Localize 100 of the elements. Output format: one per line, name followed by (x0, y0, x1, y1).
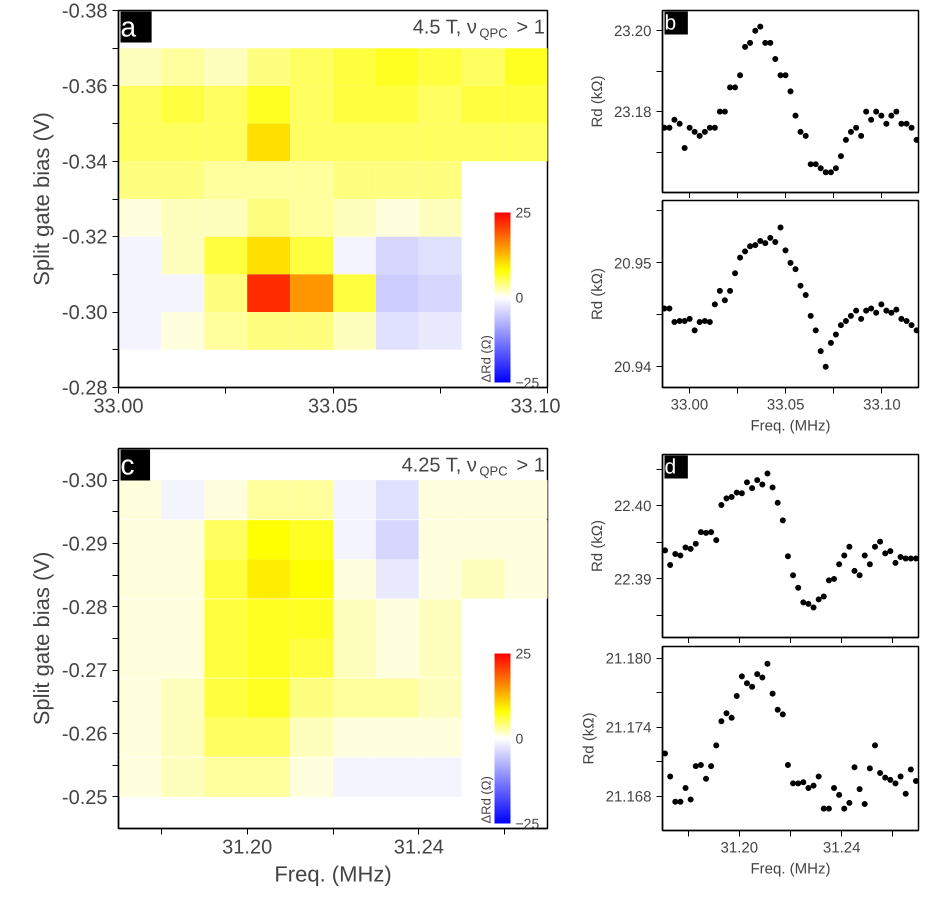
point (883, 308, 890, 314)
point (838, 322, 844, 328)
point (810, 604, 817, 610)
point (692, 327, 698, 334)
point (852, 568, 858, 574)
point (696, 319, 703, 326)
point (882, 550, 888, 556)
point (798, 128, 804, 135)
point (682, 318, 688, 324)
point (732, 84, 738, 90)
point (820, 594, 827, 600)
y-tick-label: -0.38 (62, 0, 108, 22)
point (692, 128, 698, 135)
point (666, 124, 672, 131)
point (842, 318, 849, 324)
point (780, 711, 786, 718)
point (802, 132, 809, 139)
point (713, 537, 720, 544)
point (873, 108, 880, 115)
point (853, 308, 860, 314)
point (878, 112, 884, 119)
point (774, 706, 781, 713)
point (816, 596, 822, 602)
chart-title: d (664, 456, 676, 478)
x-tick-label: 33.00 (670, 396, 708, 414)
point (892, 560, 898, 566)
point (718, 718, 724, 724)
point (898, 120, 904, 127)
point (912, 555, 918, 562)
point (667, 562, 674, 568)
point (866, 561, 873, 568)
point (682, 784, 689, 791)
point (672, 798, 678, 805)
point (762, 240, 768, 246)
y-tick-label: -0.28 (62, 596, 108, 619)
x-tick-label: 33.05 (308, 396, 358, 418)
point (688, 546, 694, 552)
y-tick-label: 20.94 (614, 359, 652, 376)
chart-title: b (664, 12, 676, 34)
x-tick-label: 31.20 (222, 836, 272, 858)
point (832, 332, 839, 338)
point (744, 680, 750, 686)
point (831, 784, 838, 791)
point (882, 774, 888, 781)
y-tick-label: -0.25 (62, 786, 108, 809)
x-tick-label: 31.24 (394, 836, 444, 858)
point (872, 544, 878, 550)
point (822, 169, 829, 176)
point (764, 470, 770, 477)
point (856, 786, 863, 792)
point (808, 312, 814, 319)
point (852, 764, 858, 770)
point (754, 671, 760, 678)
point (800, 779, 806, 786)
point (738, 673, 745, 680)
point (838, 153, 844, 160)
point (770, 690, 776, 697)
point (757, 24, 764, 30)
point (672, 551, 678, 558)
point (898, 554, 904, 560)
point (716, 288, 723, 294)
point (667, 773, 674, 780)
x-tick-label: 31.24 (822, 840, 860, 856)
y-tick-label: -0.36 (62, 76, 108, 98)
point (805, 600, 812, 607)
point (810, 782, 817, 789)
point (816, 773, 822, 780)
point (688, 796, 694, 802)
point (841, 552, 848, 559)
point (692, 540, 699, 547)
x-tick-label: 33.10 (510, 396, 561, 418)
point (708, 529, 714, 536)
point (808, 161, 814, 168)
point (734, 490, 740, 496)
point (893, 108, 900, 115)
y-tick-label: -0.30 (62, 470, 108, 492)
point (722, 108, 728, 115)
point (716, 108, 723, 115)
chart-title: a (120, 12, 136, 42)
point (706, 124, 713, 131)
point (902, 790, 909, 797)
point (770, 484, 776, 490)
point (708, 763, 714, 770)
point (747, 40, 754, 46)
point (772, 56, 778, 62)
point (686, 124, 693, 131)
point (862, 552, 868, 559)
point (848, 128, 854, 135)
point (908, 124, 915, 131)
point (698, 762, 704, 768)
point (836, 792, 842, 798)
point (841, 806, 848, 812)
point (718, 502, 724, 508)
y-tick-label: -0.29 (62, 534, 108, 556)
point (818, 165, 824, 172)
point (872, 742, 878, 748)
color-bar-label: 0 (516, 730, 524, 746)
point (832, 165, 839, 172)
y-tick-label: 21.174 (606, 720, 652, 736)
color-bar-label: 25 (516, 646, 532, 662)
